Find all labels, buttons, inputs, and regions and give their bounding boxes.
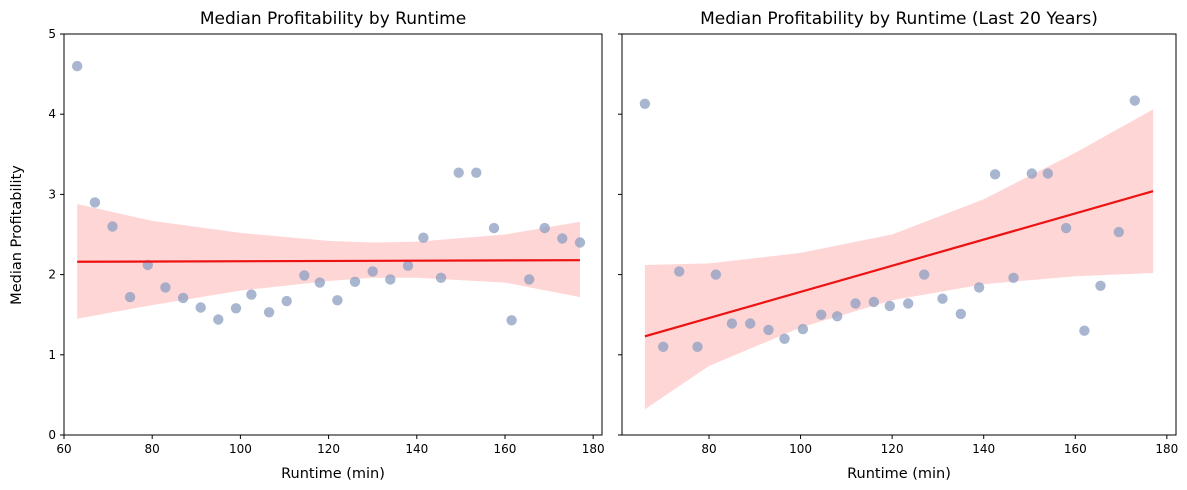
right-x-tick-label: 180 (1155, 442, 1178, 456)
left-data-point (160, 282, 171, 293)
right-data-point (1060, 222, 1072, 234)
right-data-point (1026, 168, 1038, 179)
right-data-point (903, 298, 914, 309)
left-y-tick-label: 0 (48, 428, 56, 442)
left-data-point (281, 295, 292, 307)
right-data-point (1042, 168, 1054, 179)
left-x-tick-label: 140 (405, 442, 428, 456)
left-y-axis-label: Median Profitability (9, 165, 25, 305)
right-data-point (850, 298, 861, 309)
left-data-point (124, 291, 136, 303)
right-data-point (692, 341, 703, 352)
left-data-point (299, 270, 310, 281)
left-x-tick-label: 100 (229, 442, 252, 456)
left-data-point (557, 233, 568, 244)
left-data-point (213, 314, 224, 325)
left-data-point (385, 274, 396, 285)
left-data-point (471, 167, 482, 178)
left-data-point (314, 277, 325, 288)
right-x-tick-label: 120 (881, 442, 904, 456)
left-x-tick-label: 120 (317, 442, 340, 456)
right-data-point (763, 324, 774, 336)
left-x-tick-label: 60 (56, 442, 71, 456)
left-data-point (107, 221, 118, 232)
left-x-tick-label: 180 (582, 442, 605, 456)
left-y-tick-label: 2 (48, 268, 56, 282)
right-confidence-band (644, 109, 1154, 410)
right-x-tick-label: 100 (789, 442, 812, 456)
left-data-point (488, 222, 500, 234)
right-data-point (1008, 272, 1019, 283)
left-data-point (524, 274, 535, 285)
right-data-point (868, 296, 879, 308)
left-regression-line (77, 259, 580, 263)
right-x-tick-label: 80 (701, 442, 716, 456)
left-data-point (402, 260, 414, 271)
left-data-point (574, 237, 586, 248)
right-data-point (797, 323, 809, 335)
right-regression-line (644, 190, 1154, 338)
left-data-point (263, 307, 275, 318)
right-chart-panel: Median Profitability by Runtime (Last 20… (618, 9, 1178, 482)
right-data-point (832, 311, 843, 322)
right-data-point (1113, 226, 1125, 238)
right-data-point (745, 318, 756, 329)
left-data-point (246, 289, 257, 300)
right-data-point (779, 333, 790, 344)
right-data-point (955, 308, 966, 320)
left-chart-title: Median Profitability by Runtime (200, 9, 466, 29)
left-data-point (332, 295, 343, 306)
right-plot-frame (621, 33, 1177, 436)
left-chart-panel: Median Profitability by Runtime Runtime … (9, 9, 605, 482)
right-x-tick-label: 160 (1064, 442, 1087, 456)
right-data-point (973, 282, 985, 293)
right-data-point (884, 300, 895, 312)
left-data-point (230, 303, 242, 314)
left-x-axis-label: Runtime (min) (281, 466, 385, 482)
left-data-point (539, 222, 550, 234)
right-data-point (1079, 325, 1090, 336)
left-x-tick-label: 80 (145, 442, 160, 456)
right-data-point (710, 269, 722, 280)
right-data-point (674, 266, 685, 277)
left-data-point (195, 302, 206, 313)
right-data-point (937, 293, 948, 304)
left-data-point (177, 292, 189, 304)
left-y-tick-label: 4 (48, 107, 56, 121)
left-data-point (349, 276, 361, 287)
left-data-point (418, 232, 429, 243)
right-data-point (1095, 280, 1106, 291)
right-data-point (989, 169, 1001, 180)
left-data-point (72, 60, 83, 72)
right-x-axis-label: Runtime (min) (847, 466, 951, 482)
right-data-point (658, 341, 669, 352)
left-plot-frame (63, 33, 603, 436)
left-data-point (435, 272, 447, 283)
right-data-point (639, 98, 651, 110)
left-x-tick-label: 160 (494, 442, 517, 456)
right-data-point (726, 318, 738, 329)
right-data-point (919, 269, 930, 280)
left-data-point (506, 315, 517, 326)
right-x-tick-label: 140 (972, 442, 995, 456)
left-data-point (453, 167, 464, 178)
left-data-point (89, 197, 101, 208)
left-y-tick-label: 1 (48, 348, 56, 362)
right-data-point (1129, 95, 1141, 106)
right-chart-title: Median Profitability by Runtime (Last 20… (700, 9, 1098, 29)
left-y-tick-label: 3 (48, 187, 56, 201)
left-y-tick-label: 5 (48, 27, 56, 41)
right-data-point (816, 309, 827, 320)
left-data-point (367, 266, 378, 277)
